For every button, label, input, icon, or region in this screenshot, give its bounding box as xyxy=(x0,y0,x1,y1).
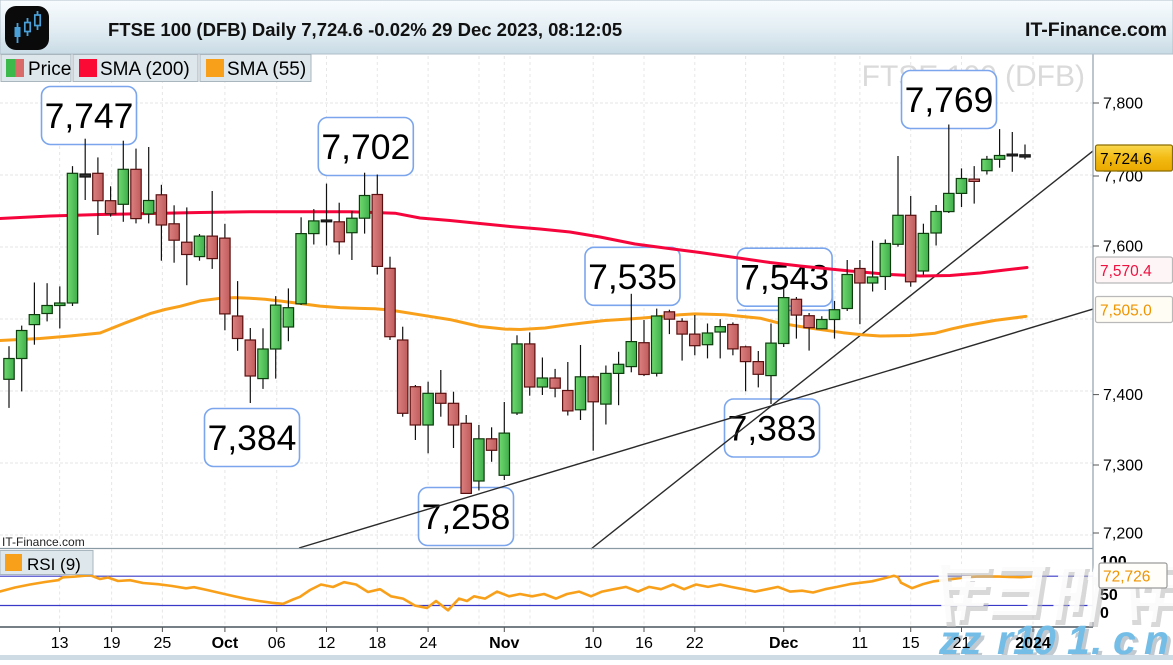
svg-text:10: 10 xyxy=(584,635,602,652)
svg-text:1: 1 xyxy=(1067,617,1090,660)
svg-text:Price: Price xyxy=(28,59,71,80)
svg-text:.: . xyxy=(1095,620,1106,660)
svg-text:7,384: 7,384 xyxy=(208,418,297,458)
svg-text:0: 0 xyxy=(1037,620,1060,660)
svg-text:12: 12 xyxy=(318,635,336,652)
svg-text:Dec: Dec xyxy=(769,635,798,652)
svg-text:7,769: 7,769 xyxy=(905,80,994,120)
svg-text:0: 0 xyxy=(1033,617,1056,660)
svg-text:c: c xyxy=(1117,620,1140,660)
svg-text:RSI (9): RSI (9) xyxy=(27,555,81,574)
svg-text:16: 16 xyxy=(635,635,653,652)
svg-text:21: 21 xyxy=(953,635,971,652)
svg-text:7,535: 7,535 xyxy=(588,257,677,297)
svg-text:r: r xyxy=(997,617,1015,660)
svg-text:7,747: 7,747 xyxy=(45,96,134,136)
svg-text:z: z xyxy=(938,617,960,660)
svg-text:FTSE 100 (DFB) Daily 7,724.6 -: FTSE 100 (DFB) Daily 7,724.6 -0.02% 29 D… xyxy=(108,19,622,40)
svg-text:13: 13 xyxy=(51,635,69,652)
svg-text:7,800: 7,800 xyxy=(1103,96,1143,113)
svg-text:Oct: Oct xyxy=(212,635,239,652)
svg-text:7,400: 7,400 xyxy=(1103,387,1143,404)
svg-text:50: 50 xyxy=(1100,587,1118,604)
svg-text:1: 1 xyxy=(1071,620,1094,660)
svg-text:7,200: 7,200 xyxy=(1103,526,1143,543)
svg-text:15: 15 xyxy=(902,635,920,652)
svg-text:7,258: 7,258 xyxy=(422,497,511,537)
svg-text:IT-Finance.com: IT-Finance.com xyxy=(2,535,85,549)
svg-text:7,570.4: 7,570.4 xyxy=(1100,263,1152,280)
svg-text:18: 18 xyxy=(368,635,386,652)
svg-text:SMA (200): SMA (200) xyxy=(100,59,190,80)
svg-text:7,700: 7,700 xyxy=(1103,169,1143,186)
svg-text:7,505.0: 7,505.0 xyxy=(1100,303,1152,320)
svg-text:z: z xyxy=(960,617,982,660)
svg-text:z: z xyxy=(942,620,964,660)
svg-text:19: 19 xyxy=(103,635,121,652)
svg-text:7,300: 7,300 xyxy=(1103,458,1143,475)
svg-text:0: 0 xyxy=(1100,605,1109,622)
svg-text:SMA (55): SMA (55) xyxy=(227,59,306,80)
svg-text:7,724.6: 7,724.6 xyxy=(1100,151,1152,168)
svg-text:7,702: 7,702 xyxy=(321,127,410,167)
svg-text:7,600: 7,600 xyxy=(1103,239,1143,256)
svg-text:24: 24 xyxy=(419,635,437,652)
svg-text:n: n xyxy=(1144,617,1169,660)
svg-text:72,726: 72,726 xyxy=(1103,569,1150,586)
svg-text:z: z xyxy=(964,620,986,660)
svg-text:Nov: Nov xyxy=(489,635,519,652)
svg-text:1: 1 xyxy=(1013,617,1036,660)
svg-text:r: r xyxy=(1001,620,1019,660)
svg-text:2024: 2024 xyxy=(1015,635,1051,652)
svg-text:c: c xyxy=(1113,617,1136,660)
svg-text:25: 25 xyxy=(154,635,172,652)
svg-text:06: 06 xyxy=(268,635,286,652)
svg-text:.: . xyxy=(1091,617,1102,660)
svg-text:11: 11 xyxy=(852,635,869,652)
svg-text:1: 1 xyxy=(1017,620,1040,660)
svg-text:IT-Finance.com: IT-Finance.com xyxy=(1025,19,1167,41)
svg-text:22: 22 xyxy=(686,635,704,652)
